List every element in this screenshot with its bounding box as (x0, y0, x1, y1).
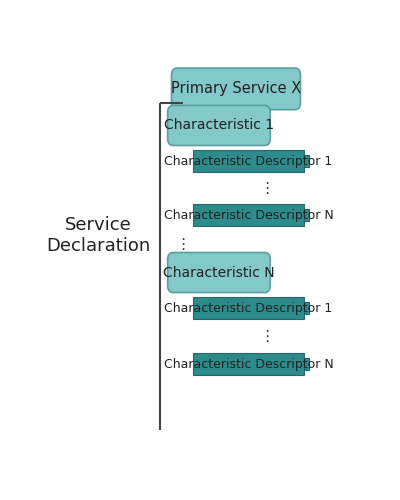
FancyBboxPatch shape (304, 155, 308, 168)
Text: ⋮: ⋮ (259, 328, 275, 344)
FancyBboxPatch shape (193, 297, 304, 320)
FancyBboxPatch shape (193, 353, 304, 376)
Text: ⋮: ⋮ (176, 238, 191, 252)
Text: Characteristic Descriptor N: Characteristic Descriptor N (164, 358, 333, 370)
FancyBboxPatch shape (193, 204, 304, 227)
FancyBboxPatch shape (304, 358, 308, 370)
Text: Primary Service X: Primary Service X (171, 82, 301, 96)
FancyBboxPatch shape (304, 209, 308, 222)
Text: Characteristic Descriptor N: Characteristic Descriptor N (164, 208, 333, 222)
Text: Characteristic Descriptor 1: Characteristic Descriptor 1 (164, 302, 332, 315)
FancyBboxPatch shape (168, 252, 270, 292)
Text: Characteristic N: Characteristic N (163, 266, 275, 280)
FancyBboxPatch shape (168, 106, 270, 146)
FancyBboxPatch shape (193, 150, 304, 172)
Text: Characteristic 1: Characteristic 1 (164, 118, 274, 132)
Text: Service
Declaration: Service Declaration (46, 216, 150, 254)
FancyBboxPatch shape (172, 68, 300, 110)
Text: Characteristic Descriptor 1: Characteristic Descriptor 1 (164, 155, 332, 168)
FancyBboxPatch shape (304, 302, 308, 314)
Text: ⋮: ⋮ (259, 180, 275, 196)
